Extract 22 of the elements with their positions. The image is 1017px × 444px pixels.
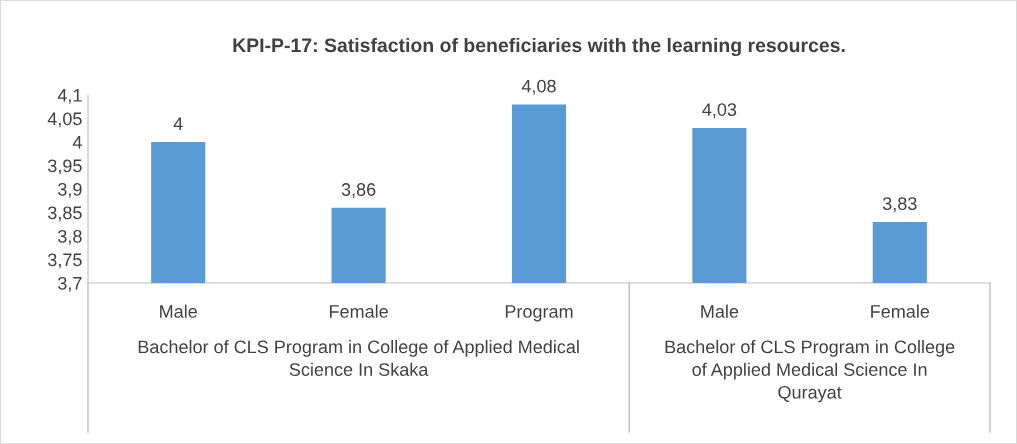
y-tick-label: 4,05 [47,112,82,128]
data-label: 3,83 [882,197,917,213]
y-tick-label: 3,9 [58,182,82,198]
y-tick-label: 3,8 [58,229,82,245]
data-label: 4,03 [702,103,737,119]
text: Bachelor of CLS Program in College of Applied Medical Science In Skaka [138,340,579,376]
text: Bachelor of CLS Program in College of Applied Medical Science In Qurayat [665,340,955,403]
data-label: 4 [173,117,183,130]
data-label: 3,86 [341,183,376,199]
chart-title: KPI-P-17: Satisfaction of beneficiaries with the learning resources. [233,37,845,57]
y-tick-label: 4 [72,136,82,149]
x-tick-label: Male [160,304,197,318]
y-tick-label: 3,7 [58,276,82,292]
y-tick-label: 4,1 [57,89,82,104]
x-tick-label: Male [701,304,739,318]
y-tick-label: 3,95 [48,159,82,175]
y-tick-label: 3,75 [48,253,82,269]
x-tick-label: Female [871,304,930,318]
y-tick-label: 3,85 [48,206,82,222]
data-label: 4,08 [521,79,556,95]
x-tick-label: Female [329,304,388,318]
x-tick-label: Program [505,305,573,322]
